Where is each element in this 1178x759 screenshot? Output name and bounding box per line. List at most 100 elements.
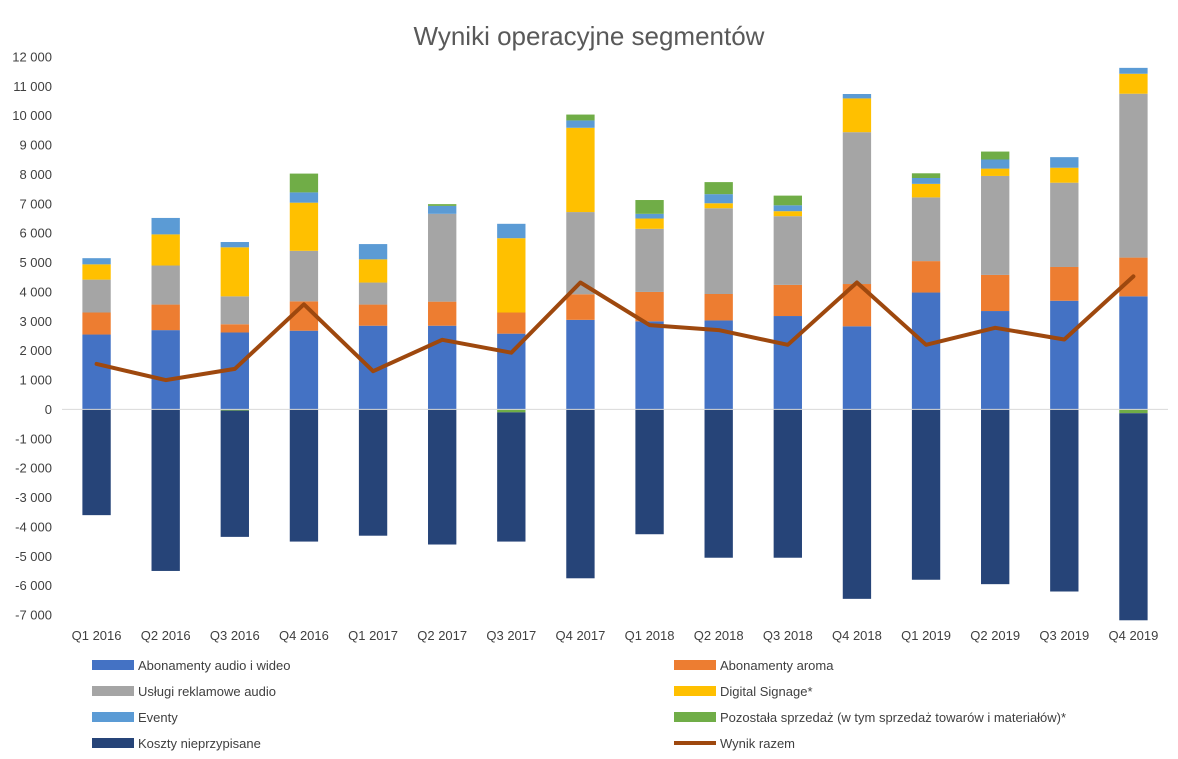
x-tick-label: Q3 2018 xyxy=(763,628,813,643)
bar-segment xyxy=(773,216,802,285)
legend-label: Pozostała sprzedaż (w tym sprzedaż towar… xyxy=(720,710,1066,725)
y-tick-label: -4 000 xyxy=(15,519,52,534)
bar-segment xyxy=(82,258,111,265)
legend-swatch xyxy=(92,686,134,696)
bar-segment xyxy=(911,409,941,580)
bar-segment xyxy=(704,182,733,195)
bar-segment xyxy=(911,183,941,198)
bar-segment xyxy=(289,173,319,193)
bar-segment xyxy=(1050,157,1079,168)
bar-segment xyxy=(358,244,388,260)
bar-segment xyxy=(566,127,595,213)
y-tick-label: 5 000 xyxy=(19,255,52,270)
bar-segment xyxy=(566,294,595,320)
bar-segment xyxy=(704,208,733,295)
y-tick-label: 9 000 xyxy=(19,138,52,153)
bar-segment xyxy=(82,264,111,280)
bar-segment xyxy=(289,409,319,542)
y-tick-label: 4 000 xyxy=(19,284,52,299)
y-tick-label: 8 000 xyxy=(19,167,52,182)
bar-segment xyxy=(497,238,526,313)
bar-segment xyxy=(842,94,872,99)
bar-segment xyxy=(1119,73,1148,94)
bar-segment xyxy=(497,409,526,413)
bar-segment xyxy=(981,159,1010,169)
bar-segment xyxy=(981,274,1010,312)
bar-segment xyxy=(704,194,733,204)
y-tick-label: 1 000 xyxy=(19,373,52,388)
bar-segment xyxy=(82,334,111,410)
bar-segment xyxy=(981,409,1010,585)
bar-segment xyxy=(704,294,733,321)
x-tick-label: Q1 2016 xyxy=(72,628,122,643)
y-tick-label: -2 000 xyxy=(15,461,52,476)
bar-segment xyxy=(151,330,180,410)
bar-segment xyxy=(1119,296,1148,410)
bar-segment xyxy=(566,114,595,121)
legend-swatch xyxy=(92,712,134,722)
bar-segment xyxy=(220,409,249,411)
line-series xyxy=(94,274,1136,383)
bar-segment xyxy=(82,312,111,335)
bar-segment xyxy=(82,409,111,516)
y-tick-label: 6 000 xyxy=(19,226,52,241)
line-wynik-razem xyxy=(94,274,1136,383)
bar-segment xyxy=(981,175,1010,275)
bar-segment xyxy=(704,320,733,410)
bar-segment xyxy=(220,296,249,325)
bar-segment xyxy=(635,321,664,410)
bar-segment xyxy=(1050,182,1079,267)
bar-segment xyxy=(151,265,180,305)
y-tick-label: -6 000 xyxy=(15,578,52,593)
x-tick-label: Q2 2018 xyxy=(694,628,744,643)
bar-segment xyxy=(428,301,457,326)
bar-segment xyxy=(773,284,802,317)
legend-swatch xyxy=(92,660,134,670)
y-tick-label: -7 000 xyxy=(15,608,52,623)
bar-segment xyxy=(566,120,595,128)
y-tick-label: -3 000 xyxy=(15,490,52,505)
y-axis: 12 000 11 000 10 000 9 000 8 000 7 000 6 000 5 … xyxy=(12,50,52,623)
bar-segment xyxy=(220,247,249,297)
bar-segment xyxy=(1050,300,1079,410)
x-tick-label: Q2 2016 xyxy=(141,628,191,643)
y-tick-label: 11 000 xyxy=(13,79,52,94)
bar-segment xyxy=(289,202,319,251)
bar-segment xyxy=(704,203,733,209)
bar-segment xyxy=(635,218,664,229)
bar-segment xyxy=(911,177,941,184)
bar-segment xyxy=(911,292,941,410)
bar-segment xyxy=(635,228,664,292)
x-tick-label: Q4 2019 xyxy=(1109,628,1159,643)
legend-label: Wynik razem xyxy=(720,736,795,751)
legend-label: Eventy xyxy=(138,710,178,725)
bar-segment xyxy=(981,168,1010,176)
bar-segment xyxy=(497,333,526,410)
bar-segment xyxy=(842,132,872,285)
bar-segment xyxy=(358,282,388,305)
legend-label: Abonamenty aroma xyxy=(720,658,834,673)
bar-segment xyxy=(151,234,180,266)
y-tick-label: 0 xyxy=(45,402,52,417)
bar-series xyxy=(82,67,1148,621)
bar-segment xyxy=(1119,413,1148,621)
legend-label: Koszty nieprzypisane xyxy=(138,736,261,751)
bar-segment xyxy=(358,259,388,283)
x-tick-label: Q2 2017 xyxy=(417,628,467,643)
bar-segment xyxy=(1050,409,1079,592)
bar-segment xyxy=(289,330,319,410)
chart-title: Wyniki operacyjne segmentów xyxy=(414,21,765,51)
bar-segment xyxy=(842,326,872,410)
bar-segment xyxy=(911,197,941,262)
bar-segment xyxy=(428,204,457,206)
y-tick-label: 10 000 xyxy=(12,108,52,123)
bar-segment xyxy=(566,319,595,410)
bar-segment xyxy=(1119,409,1148,414)
bar-segment xyxy=(842,98,872,133)
x-tick-label: Q3 2019 xyxy=(1039,628,1089,643)
legend-swatch xyxy=(92,738,134,748)
y-tick-label: -1 000 xyxy=(15,431,52,446)
legend-swatch xyxy=(674,712,716,722)
bar-segment xyxy=(220,324,249,333)
